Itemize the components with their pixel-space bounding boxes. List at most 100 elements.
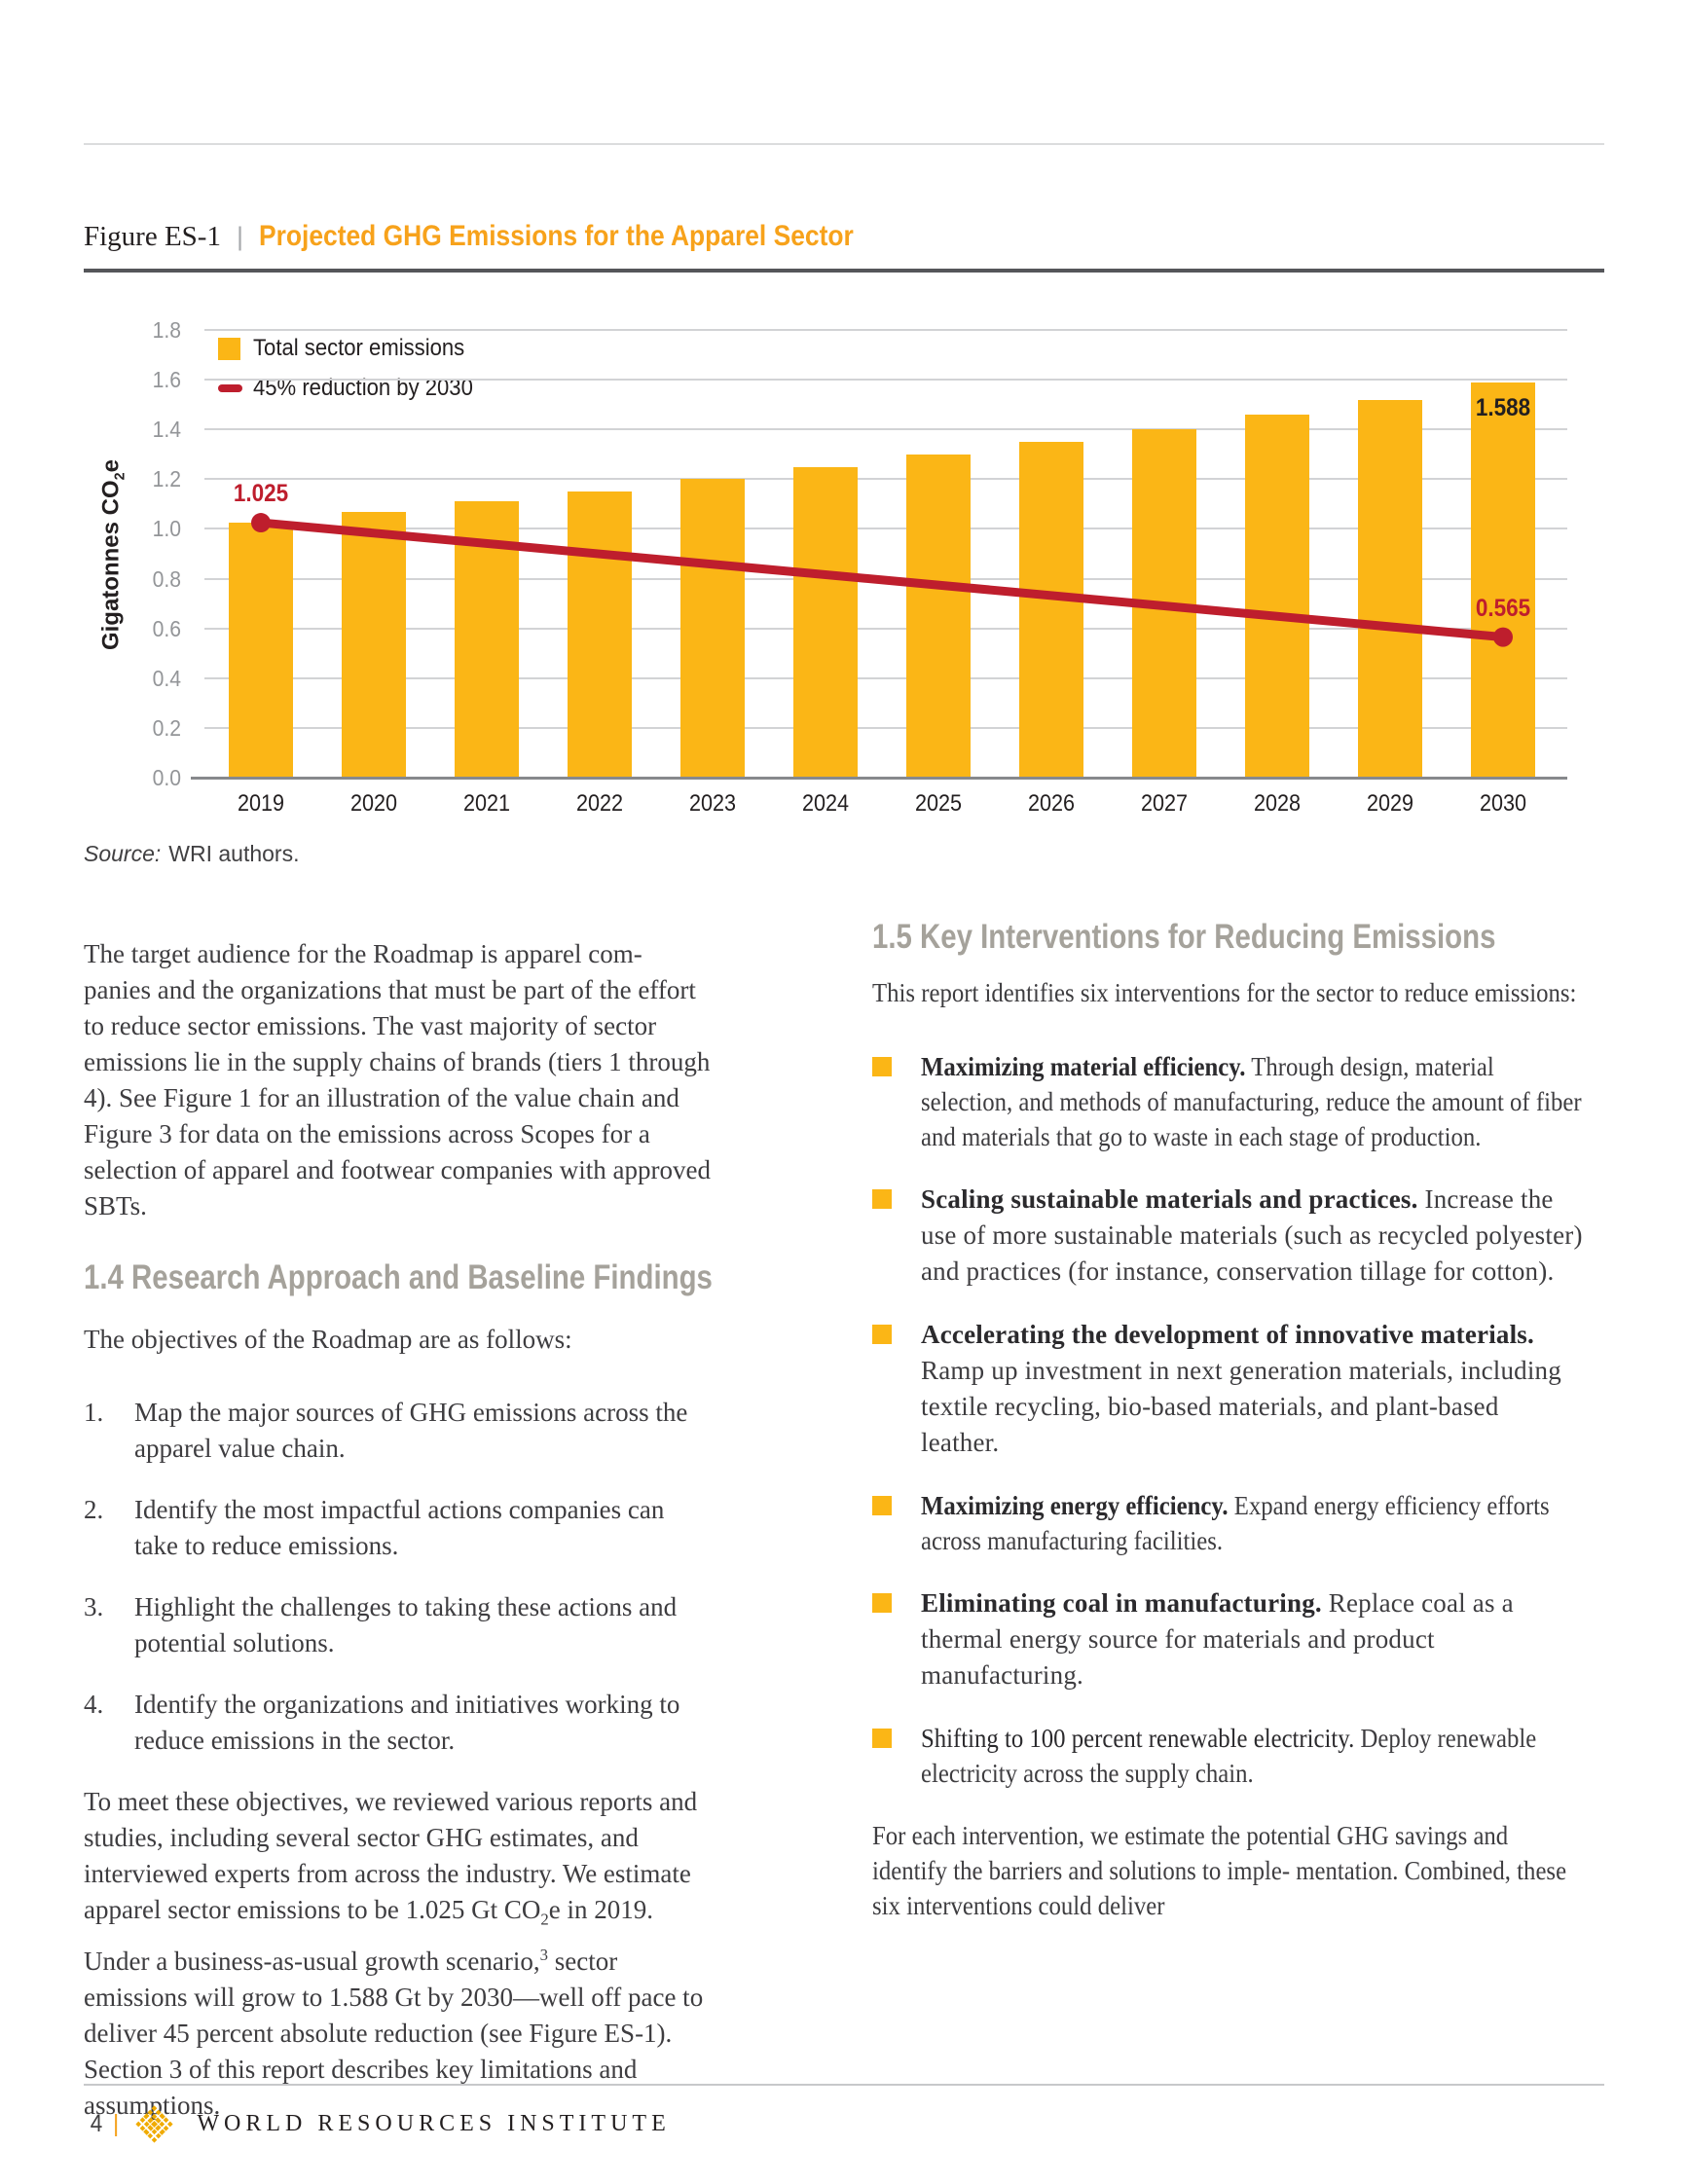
- x-tick-label: 2030: [1479, 790, 1527, 817]
- section-heading-1-5: 1.5 Key Interventions for Reducing Emiss…: [872, 918, 1496, 956]
- objectives-intro: The objectives of the Roadmap are as fol…: [84, 1325, 572, 1354]
- gridline: [204, 528, 1567, 530]
- figure-separator: |: [236, 222, 243, 251]
- y-tick-label: 1.2: [152, 466, 181, 492]
- x-tick-label: 2024: [801, 790, 850, 817]
- source-note: Source: WRI authors.: [84, 841, 299, 867]
- bar-2028: [1245, 414, 1309, 778]
- bullet-title: Scaling sustainable materials and practi…: [921, 1184, 1418, 1214]
- right-column: 1.5 Key Interventions for Reducing Emiss…: [872, 917, 1583, 1950]
- bullet-item: Maximizing energy efficiency. Expand ene…: [872, 1488, 1583, 1558]
- y-tick-label: 0.4: [152, 665, 181, 691]
- top-divider: [84, 143, 1604, 145]
- bullet-body: Increase the use of more sustainable mat…: [921, 1184, 1583, 1286]
- section-heading-1-4: 1.4 Research Approach and Baseline Findi…: [84, 1258, 713, 1296]
- source-text: WRI authors.: [168, 841, 300, 866]
- gridline: [204, 428, 1567, 431]
- gridline: [204, 627, 1567, 630]
- x-tick-label: 2022: [575, 790, 624, 817]
- paragraph: The target audience for the Roadmap is a…: [84, 939, 712, 1220]
- bar-2025: [906, 454, 971, 778]
- data-label: 1.025: [233, 480, 289, 508]
- figure-title: Projected GHG Emissions for the Apparel …: [258, 220, 854, 252]
- bullet-list: Maximizing material efficiency. Through …: [872, 1049, 1583, 1791]
- list-item: 3. Highlight the challenges to taking th…: [84, 1589, 715, 1661]
- x-tick-label: 2026: [1027, 790, 1076, 817]
- y-tick-label: 1.4: [152, 417, 181, 443]
- y-tick-label: 0.2: [152, 714, 181, 741]
- data-point: [251, 513, 271, 533]
- legend-label: Total sector emissions: [253, 335, 465, 361]
- bullet-title: Shifting to 100 percent renewable electr…: [921, 1724, 1355, 1753]
- x-tick-label: 2025: [914, 790, 963, 817]
- bullet-square-icon: [872, 1593, 892, 1613]
- emissions-chart: Gigatonnes CO2e Total sector emissions 4…: [84, 292, 1604, 837]
- wri-logo: [134, 2104, 173, 2143]
- interventions-intro: This report identifies six interventions…: [872, 975, 1583, 1010]
- y-tick-label: 0.6: [152, 615, 181, 641]
- bullet-body: Deploy renewable electricity across the …: [921, 1724, 1537, 1788]
- bar-2030: [1471, 382, 1535, 778]
- numbered-list: 1. Map the major sources of GHG emission…: [84, 1395, 715, 1759]
- bar-2020: [342, 511, 406, 778]
- data-point: [1493, 627, 1513, 647]
- bullet-item: Scaling sustainable materials and practi…: [872, 1182, 1583, 1290]
- bullet-square-icon: [872, 1496, 892, 1515]
- organization-name: WORLD RESOURCES INSTITUTE: [197, 2110, 671, 2136]
- gridline: [204, 478, 1567, 481]
- bar-2026: [1019, 442, 1083, 778]
- figure-header: Figure ES-1 | Projected GHG Emissions fo…: [84, 220, 935, 253]
- bar-2023: [680, 479, 745, 778]
- bullet-title: Maximizing energy efficiency.: [921, 1491, 1229, 1520]
- data-label: 0.565: [1475, 594, 1531, 622]
- list-text: Highlight the challenges to taking these…: [134, 1592, 678, 1657]
- bullet-square-icon: [872, 1057, 892, 1076]
- left-column: The target audience for the Roadmap is a…: [84, 936, 715, 2151]
- x-axis-line: [191, 777, 1567, 780]
- paragraph: For each intervention, we estimate the p…: [872, 1821, 1567, 1920]
- x-tick-label: 2020: [349, 790, 398, 817]
- bullet-body: Through design, material selection, and …: [921, 1052, 1582, 1151]
- bullet-item: Shifting to 100 percent renewable electr…: [872, 1721, 1583, 1791]
- y-tick-label: 0.0: [152, 765, 181, 790]
- legend-item-bars: Total sector emissions: [216, 333, 495, 364]
- bullet-body: Replace coal as a thermal energy source …: [921, 1588, 1514, 1690]
- line-swatch-icon: [218, 384, 242, 392]
- gridline: [204, 726, 1567, 729]
- bullet-title: Eliminating coal in manufacturing.: [921, 1588, 1322, 1618]
- list-item: 1. Map the major sources of GHG emission…: [84, 1395, 715, 1467]
- list-item: 4. Identify the organizations and initia…: [84, 1687, 715, 1759]
- x-tick-label: 2029: [1366, 790, 1414, 817]
- bar-2022: [568, 491, 632, 778]
- x-tick-label: 2027: [1140, 790, 1189, 817]
- paragraph: To meet these objectives, we reviewed va…: [84, 1787, 704, 2121]
- bullet-body: Expand energy efficiency efforts across …: [921, 1491, 1550, 1555]
- y-tick-label: 1.6: [152, 367, 181, 393]
- list-number: 4.: [84, 1690, 104, 1719]
- y-tick-label: 0.8: [152, 565, 181, 592]
- paragraph: This report identifies six interventions…: [872, 978, 1577, 1007]
- gridline: [204, 676, 1567, 679]
- data-label: 1.588: [1475, 394, 1531, 422]
- page-number: 4: [90, 2109, 103, 2137]
- gridline: [204, 379, 1567, 382]
- bullet-item: Eliminating coal in manufacturing. Repla…: [872, 1585, 1583, 1693]
- x-tick-label: 2021: [462, 790, 511, 817]
- list-number: 2.: [84, 1495, 104, 1524]
- bullet-square-icon: [872, 1729, 892, 1748]
- x-tick-label: 2028: [1253, 790, 1302, 817]
- list-item: 2. Identify the most impactful actions c…: [84, 1492, 715, 1564]
- bar-2029: [1358, 399, 1422, 778]
- bar-2024: [793, 466, 858, 778]
- y-tick-label: 1.8: [152, 317, 181, 343]
- source-prefix: Source:: [84, 841, 162, 866]
- bullet-item: Maximizing material efficiency. Through …: [872, 1049, 1583, 1154]
- page-footer: 4 | WORLD RESOURCES INSTITUTE: [90, 2102, 671, 2145]
- x-tick-label: 2023: [688, 790, 737, 817]
- closing-paragraph: For each intervention, we estimate the p…: [872, 1818, 1583, 1923]
- reduction-target-line: [251, 513, 1513, 647]
- figure-label: Figure ES-1: [84, 221, 221, 252]
- list-text: Identify the organizations and initiativ…: [134, 1690, 680, 1755]
- bullet-square-icon: [872, 1189, 892, 1209]
